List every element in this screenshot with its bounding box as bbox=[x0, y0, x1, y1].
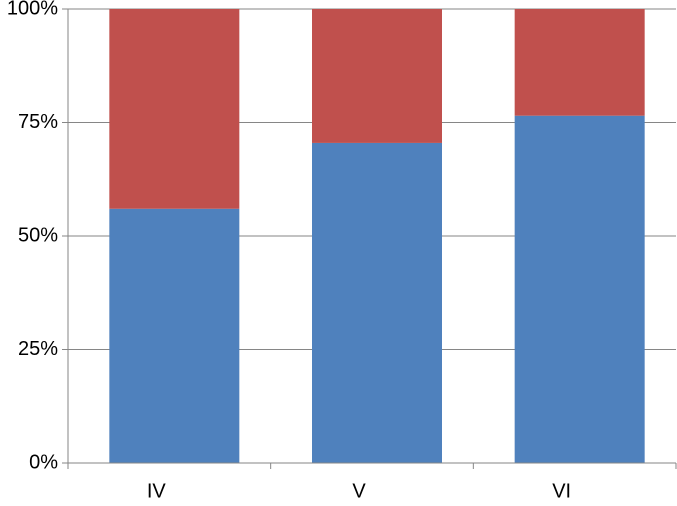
y-tick-label: 75% bbox=[18, 111, 58, 133]
y-tick-label: 25% bbox=[18, 338, 58, 360]
bar-segment bbox=[109, 9, 240, 209]
bar-segment bbox=[312, 142, 442, 463]
bar-segment bbox=[514, 115, 645, 463]
bar-segment bbox=[514, 9, 645, 116]
x-tick-label: V bbox=[352, 480, 366, 501]
bar-segment bbox=[109, 208, 240, 463]
x-tick-label: VI bbox=[552, 480, 571, 501]
x-tick-label: IV bbox=[147, 480, 167, 501]
y-tick-label: 0% bbox=[29, 451, 58, 473]
y-tick-label: 50% bbox=[18, 224, 58, 246]
y-tick-label: 100% bbox=[7, 0, 58, 19]
bar-segment bbox=[312, 9, 442, 143]
